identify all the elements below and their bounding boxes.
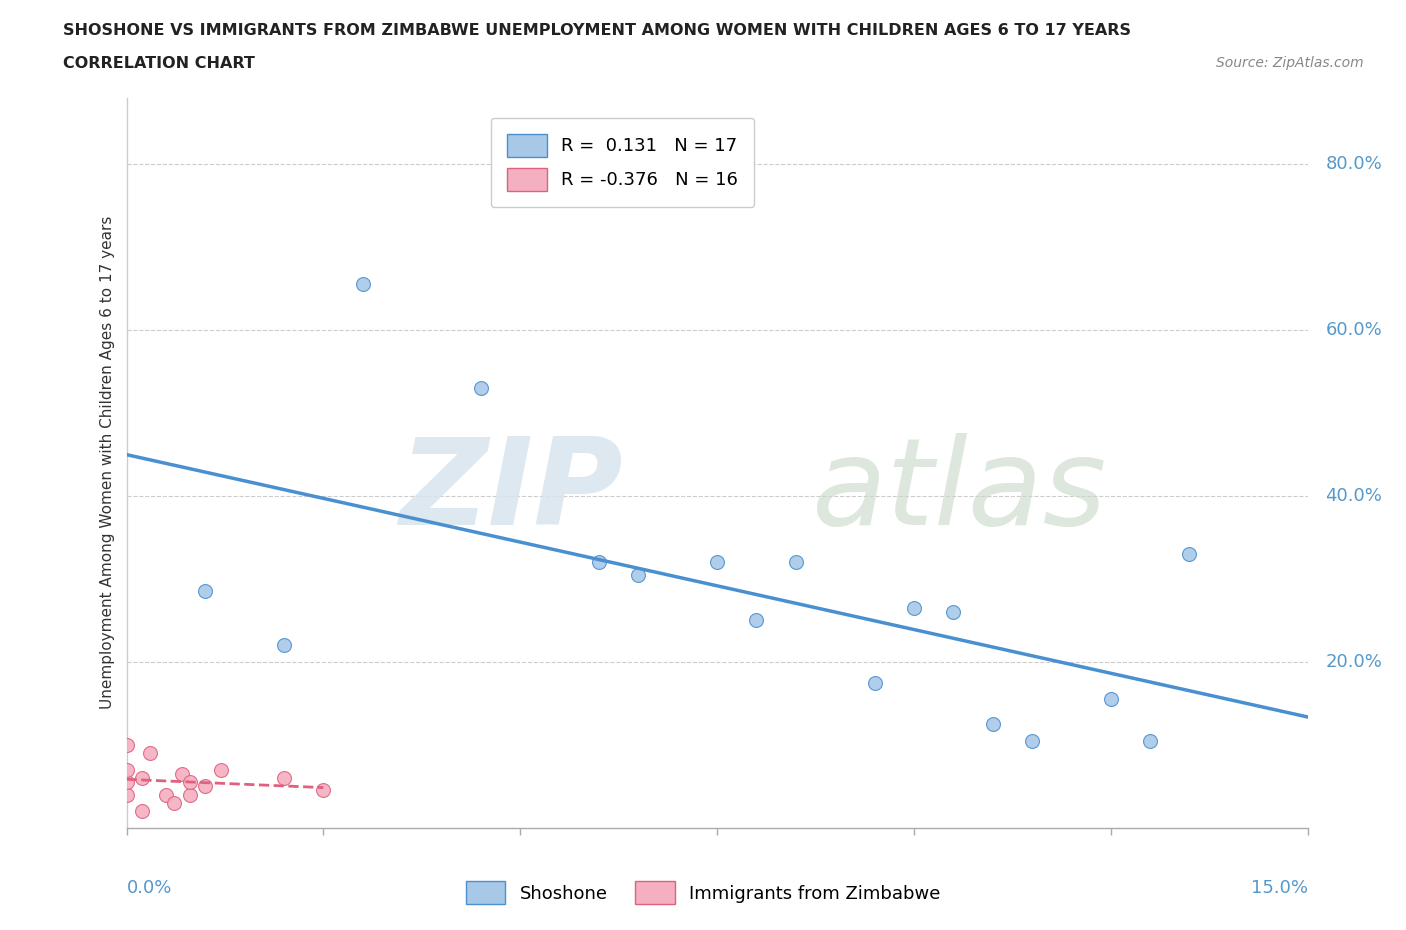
Text: 80.0%: 80.0% <box>1326 155 1382 173</box>
Text: 60.0%: 60.0% <box>1326 321 1382 339</box>
Point <box>179 787 201 802</box>
Point <box>1021 733 1043 748</box>
Point <box>115 787 138 802</box>
Point <box>981 716 1004 731</box>
Text: 0.0%: 0.0% <box>127 879 172 897</box>
Point <box>588 555 610 570</box>
Point <box>179 775 201 790</box>
Point <box>863 675 886 690</box>
Point <box>170 766 193 781</box>
Point <box>1178 547 1201 562</box>
Point <box>352 277 374 292</box>
Text: SHOSHONE VS IMMIGRANTS FROM ZIMBABWE UNEMPLOYMENT AMONG WOMEN WITH CHILDREN AGES: SHOSHONE VS IMMIGRANTS FROM ZIMBABWE UNE… <box>63 23 1132 38</box>
Point <box>115 775 138 790</box>
Point <box>942 604 965 619</box>
Point <box>115 763 138 777</box>
Point <box>627 567 650 582</box>
Point <box>312 783 335 798</box>
Point <box>131 770 153 785</box>
Legend: R =  0.131   N = 17, R = -0.376   N = 16: R = 0.131 N = 17, R = -0.376 N = 16 <box>491 117 755 207</box>
Point <box>209 763 232 777</box>
Text: atlas: atlas <box>811 433 1107 551</box>
Point <box>1099 692 1122 707</box>
Text: 20.0%: 20.0% <box>1326 653 1382 671</box>
Point <box>903 601 925 616</box>
Point <box>131 804 153 818</box>
Point <box>785 555 807 570</box>
Point <box>139 746 162 761</box>
Text: ZIP: ZIP <box>399 433 623 551</box>
Text: 40.0%: 40.0% <box>1326 487 1382 505</box>
Point <box>155 787 177 802</box>
Point <box>1139 733 1161 748</box>
Point <box>745 613 768 628</box>
Text: CORRELATION CHART: CORRELATION CHART <box>63 56 254 71</box>
Point <box>194 584 217 599</box>
Legend: Shoshone, Immigrants from Zimbabwe: Shoshone, Immigrants from Zimbabwe <box>458 874 948 911</box>
Text: 15.0%: 15.0% <box>1250 879 1308 897</box>
Y-axis label: Unemployment Among Women with Children Ages 6 to 17 years: Unemployment Among Women with Children A… <box>100 216 115 710</box>
Point <box>273 638 295 653</box>
Point <box>194 778 217 793</box>
Point <box>706 555 728 570</box>
Point <box>273 770 295 785</box>
Point <box>163 795 186 810</box>
Point <box>470 380 492 395</box>
Text: Source: ZipAtlas.com: Source: ZipAtlas.com <box>1216 56 1364 70</box>
Point <box>115 737 138 752</box>
